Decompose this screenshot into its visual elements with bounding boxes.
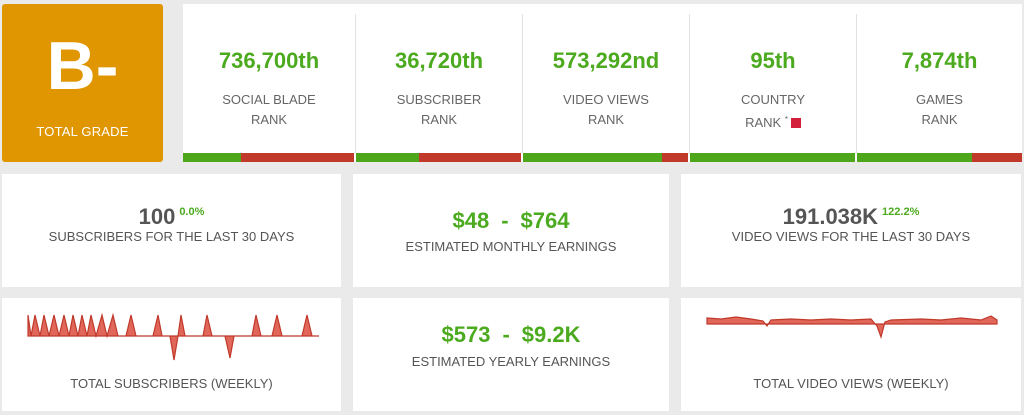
range-separator: - bbox=[501, 208, 509, 233]
rank-label-line1: SUBSCRIBER bbox=[396, 92, 482, 107]
rank-value: 736,700th bbox=[218, 48, 320, 73]
yearly-earnings-label: ESTIMATED YEARLY EARNINGS bbox=[411, 354, 611, 369]
views-30-days-value: 191.038K bbox=[782, 204, 879, 229]
country-rank: 95th COUNTRY RANK * bbox=[689, 14, 856, 153]
weekly-views-sparkline bbox=[706, 315, 998, 339]
subscribers-30-days-label: SUBSCRIBERS FOR THE LAST 30 DAYS bbox=[48, 229, 295, 244]
views-30-days-card: 191.038K 122.2% VIDEO VIEWS FOR THE LAST … bbox=[681, 174, 1021, 287]
rank-label-line2: RANK bbox=[921, 112, 958, 127]
grade-letter: B- bbox=[46, 28, 119, 104]
rank-label-line2: RANK bbox=[420, 112, 458, 127]
subscribers-change-percent: 0.0% bbox=[179, 206, 205, 218]
views-sparkline-area bbox=[706, 315, 998, 339]
country-flag-icon bbox=[790, 118, 801, 128]
views-30-days-label: VIDEO VIEWS FOR THE LAST 30 DAYS bbox=[731, 229, 971, 244]
weekly-views-card: TOTAL VIDEO VIEWS (WEEKLY) bbox=[681, 298, 1021, 411]
yearly-earnings-low: $573 bbox=[441, 322, 491, 347]
rank-label-line1: GAMES bbox=[916, 92, 963, 107]
rank-label-line2: RANK bbox=[587, 112, 625, 127]
rank-label-line1: COUNTRY bbox=[740, 92, 806, 107]
subscribers-sparkline-area bbox=[27, 312, 319, 361]
rank-value: 7,874th bbox=[901, 48, 978, 73]
subscribers-30-days-value: 100 bbox=[138, 204, 176, 229]
rank-progress-bar bbox=[690, 153, 855, 162]
rank-strip: 736,700th SOCIAL BLADE RANK 36,720th SUBS… bbox=[183, 4, 1022, 162]
rank-value: 95th bbox=[750, 48, 796, 73]
rank-progress-bar bbox=[857, 153, 1022, 162]
rank-progress-bar bbox=[183, 153, 354, 162]
yearly-earnings-card: $573- $9.2K ESTIMATED YEARLY EARNINGS bbox=[353, 298, 669, 411]
total-grade-box: B- TOTAL GRADE bbox=[2, 4, 163, 162]
monthly-earnings-label: ESTIMATED MONTHLY EARNINGS bbox=[405, 239, 617, 254]
weekly-views-label: TOTAL VIDEO VIEWS (WEEKLY) bbox=[753, 376, 949, 391]
grade-label: TOTAL GRADE bbox=[36, 124, 129, 139]
weekly-subscribers-card: TOTAL SUBSCRIBERS (WEEKLY) bbox=[2, 298, 341, 411]
subscriber-rank: 36,720th SUBSCRIBER RANK bbox=[355, 14, 522, 153]
yearly-earnings-high: $9.2K bbox=[521, 322, 581, 347]
rank-label-line2: RANK bbox=[250, 112, 288, 127]
rank-label-line2: RANK bbox=[745, 115, 782, 130]
rank-label-line1: SOCIAL BLADE bbox=[222, 92, 316, 107]
asterisk: * bbox=[784, 115, 788, 124]
weekly-subscribers-sparkline bbox=[27, 312, 319, 361]
monthly-earnings-low: $48 bbox=[452, 208, 490, 233]
rank-value: 36,720th bbox=[394, 48, 484, 73]
range-separator: - bbox=[502, 322, 510, 347]
rank-value: 573,292nd bbox=[552, 48, 660, 73]
social-blade-rank: 736,700th SOCIAL BLADE RANK bbox=[183, 14, 355, 153]
video-views-rank: 573,292nd VIDEO VIEWS RANK bbox=[522, 14, 689, 153]
views-change-percent: 122.2% bbox=[882, 206, 920, 218]
rank-label-line1: VIDEO VIEWS bbox=[563, 92, 649, 107]
weekly-subscribers-label: TOTAL SUBSCRIBERS (WEEKLY) bbox=[70, 376, 273, 391]
rank-progress-bar bbox=[523, 153, 688, 162]
subscribers-30-days-card: 100 0.0% SUBSCRIBERS FOR THE LAST 30 DAYS bbox=[2, 174, 341, 287]
monthly-earnings-high: $764 bbox=[520, 208, 570, 233]
rank-progress-bar bbox=[356, 153, 521, 162]
monthly-earnings-card: $48- $764 ESTIMATED MONTHLY EARNINGS bbox=[353, 174, 669, 287]
games-rank: 7,874th GAMES RANK bbox=[856, 14, 1022, 153]
